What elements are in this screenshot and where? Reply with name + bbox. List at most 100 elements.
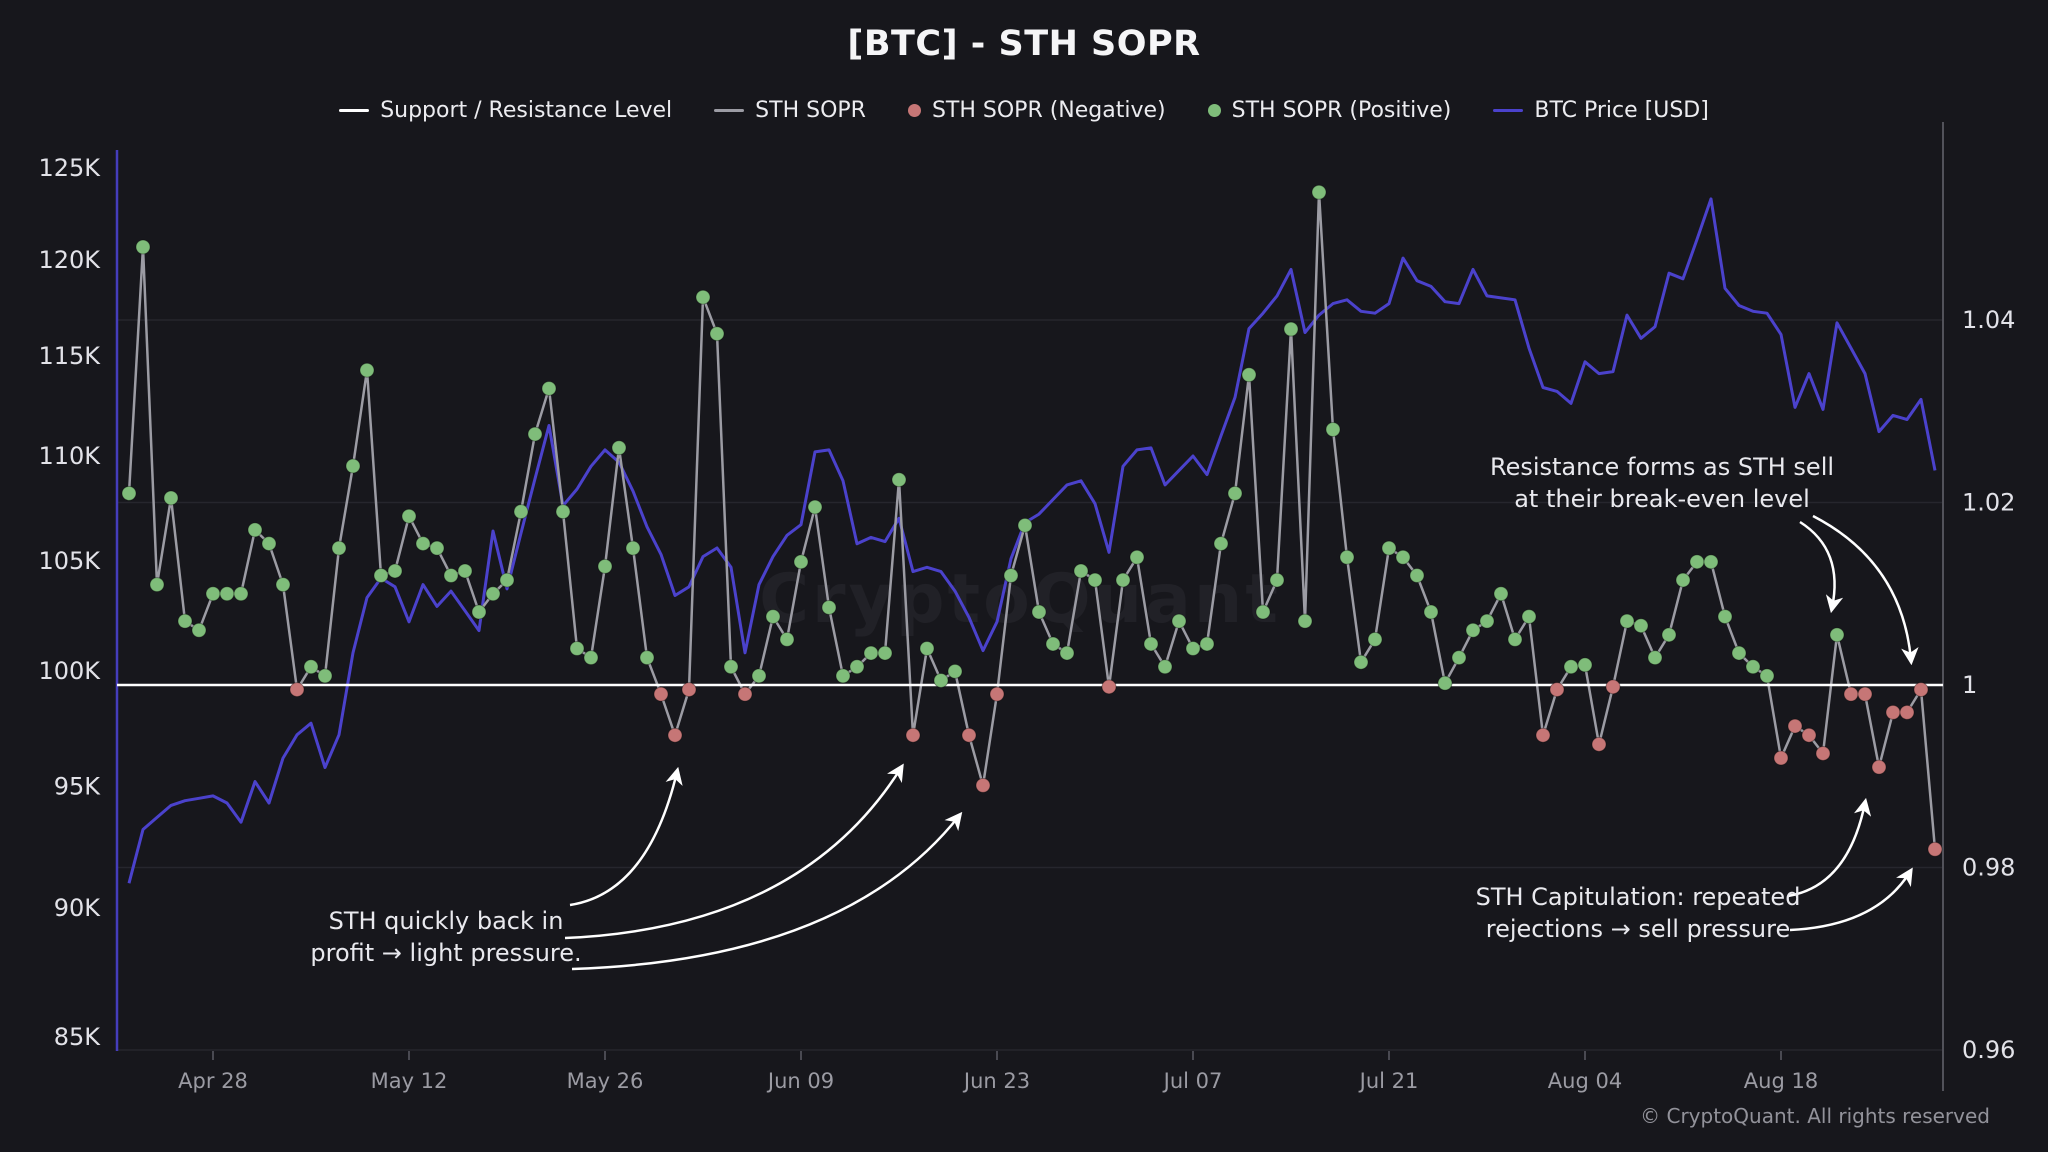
sopr-point-positive [1003, 568, 1019, 583]
annotation-arrow [1789, 867, 1913, 932]
sopr-point-positive [877, 645, 893, 661]
sopr-point-positive [569, 641, 585, 656]
sopr-point-positive [1451, 650, 1467, 666]
right-axis-labels: 1.04 1.02 1 0.98 0.96 [1962, 306, 2015, 1064]
sopr-point-negative [989, 686, 1005, 702]
legend-item-btc-price-usd[interactable]: BTC Price [USD] [1493, 98, 1709, 123]
sopr-point-positive [149, 577, 165, 593]
sopr-point-negative [737, 686, 753, 702]
sopr-point-positive [317, 668, 333, 684]
sopr-point-positive [135, 239, 151, 255]
sopr-point-positive [1633, 618, 1649, 634]
sopr-point-positive [1479, 613, 1495, 629]
sopr-point-positive [1129, 549, 1145, 565]
sopr-point-negative [667, 727, 683, 743]
sopr-point-negative [1801, 727, 1817, 743]
legend-item-label: STH SOPR (Positive) [1231, 98, 1452, 123]
sopr-point-positive [807, 499, 823, 515]
price-tick-label: 110K [38, 442, 101, 470]
legend-line-swatch [339, 109, 370, 112]
price-tick-label: 105K [38, 547, 101, 575]
annotation-arrows [564, 514, 1919, 971]
sopr-point-negative [975, 777, 991, 793]
legend-dot-swatch [907, 104, 921, 117]
sopr-point-positive [891, 472, 907, 488]
sopr-point-positive [1437, 675, 1453, 691]
sopr-point-positive [625, 540, 641, 556]
sopr-point-positive [499, 572, 515, 588]
annotation-line: Resistance forms as STH sell [1489, 453, 1835, 481]
price-tick-label: 125K [38, 154, 101, 182]
x-tick-label: May 26 [567, 1069, 644, 1093]
legend-item-support-resistance-level[interactable]: Support / Resistance Level [339, 98, 672, 123]
sopr-point-positive [1157, 659, 1173, 675]
sopr-point-negative [1843, 686, 1859, 702]
sopr-point-negative [289, 682, 305, 698]
sopr-point-positive [359, 362, 375, 378]
sopr-point-negative [1535, 727, 1551, 743]
sopr-point-positive [555, 504, 571, 520]
sopr-point-positive [331, 540, 347, 556]
sopr-points [121, 184, 1943, 857]
sopr-point-positive [1199, 636, 1215, 652]
annotation-light-pressure: STH quickly back in profit → light press… [310, 906, 581, 969]
sopr-point-negative [1591, 736, 1607, 752]
sopr-point-positive [163, 490, 179, 506]
sopr-point-positive [765, 609, 781, 625]
sopr-point-positive [1073, 563, 1089, 579]
legend-item-sth-sopr[interactable]: STH SOPR [714, 98, 866, 123]
legend-item-label: Support / Resistance Level [380, 98, 673, 123]
sopr-point-positive [1325, 422, 1341, 437]
sopr-point-positive [793, 554, 809, 570]
sopr-point-positive [303, 659, 319, 675]
sopr-point-positive [401, 508, 417, 524]
sopr-point-positive [345, 458, 361, 474]
sopr-point-positive [1031, 604, 1047, 620]
legend-line-swatch [714, 109, 745, 112]
sopr-point-positive [1297, 613, 1313, 629]
sopr-point-positive [1269, 572, 1285, 588]
sopr-point-positive [1731, 645, 1747, 661]
sopr-point-positive [1143, 636, 1159, 652]
sopr-point-positive [1619, 613, 1635, 629]
x-tick-label: Jul 07 [1162, 1069, 1223, 1093]
sopr-point-positive [695, 289, 711, 305]
sopr-point-positive [1367, 631, 1383, 647]
annotation-line: STH Capitulation: repeated [1475, 883, 1801, 911]
sopr-point-negative [1927, 841, 1943, 857]
sopr-point-positive [1647, 650, 1663, 666]
annotation-arrow [1787, 797, 1872, 898]
annotation-line: rejections → sell pressure [1485, 914, 1791, 943]
sopr-point-positive [415, 536, 431, 552]
sopr-point-positive [1423, 604, 1439, 620]
sopr-point-positive [457, 563, 473, 579]
sopr-point-positive [373, 568, 389, 583]
x-axis: Apr 28 May 12 May 26 Jun 09 Jun 23 Jul 07 Jul … [178, 1051, 1818, 1093]
sopr-point-positive [275, 577, 291, 593]
sopr-point-positive [177, 613, 193, 629]
sopr-point-positive [247, 522, 263, 538]
sopr-point-positive [429, 540, 445, 556]
legend-item-sth-sopr-negative[interactable]: STH SOPR (Negative) [907, 98, 1166, 123]
legend-item-sth-sopr-positive[interactable]: STH SOPR (Positive) [1207, 98, 1452, 123]
price-tick-label: 115K [38, 342, 101, 370]
sopr-point-negative [1549, 682, 1565, 698]
sopr-point-positive [1675, 572, 1691, 588]
sopr-point-negative [1605, 679, 1621, 695]
sopr-point-positive [261, 536, 277, 552]
sopr-point-positive [1395, 549, 1411, 565]
sopr-point-negative [1815, 745, 1831, 761]
sopr-point-positive [541, 380, 557, 396]
sopr-point-positive [1689, 554, 1705, 570]
sopr-point-positive [1745, 659, 1761, 675]
sopr-tick-label: 1.04 [1962, 306, 2015, 334]
left-axis-labels: 125K 120K 115K 110K 105K 100K 95K 90K 85K [38, 154, 101, 1051]
watermark: CryptoQuant [759, 560, 1281, 639]
x-tick-label: May 12 [371, 1069, 448, 1093]
sopr-point-positive [1353, 654, 1369, 670]
sopr-point-positive [1087, 572, 1103, 588]
price-tick-label: 90K [54, 894, 102, 922]
sopr-point-positive [751, 668, 767, 684]
